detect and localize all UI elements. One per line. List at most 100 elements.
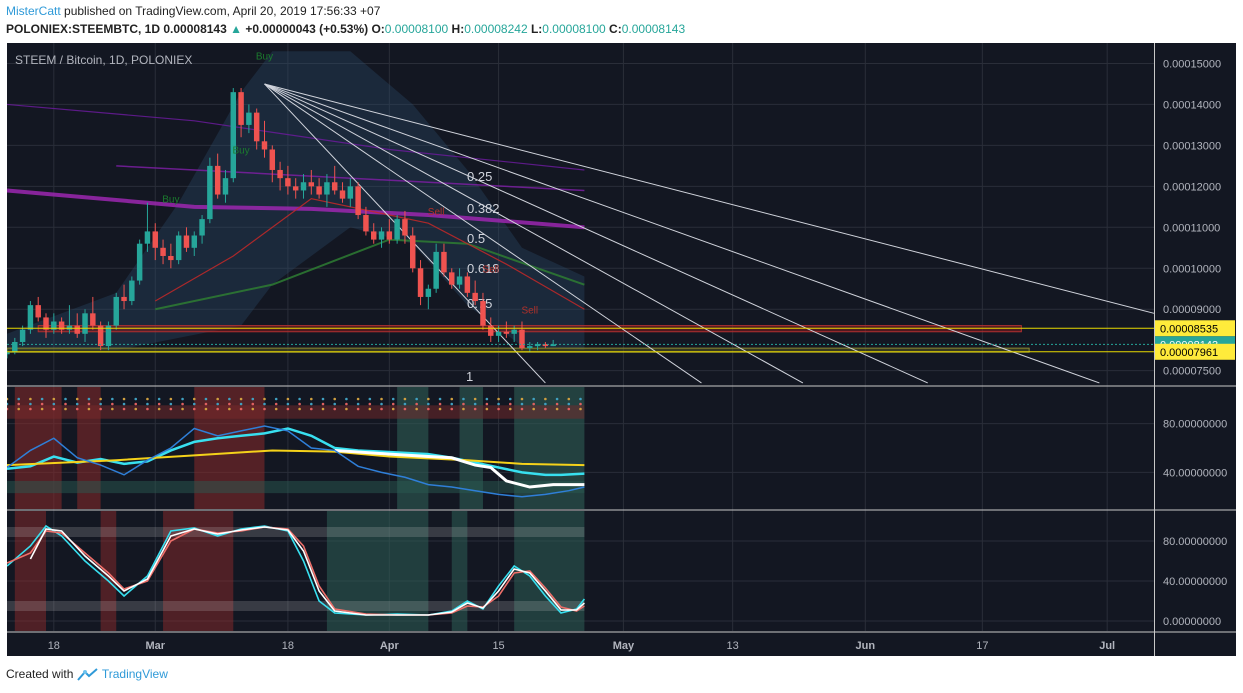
ind1-dot xyxy=(520,407,524,411)
ind1-dot xyxy=(298,402,301,406)
candle-body xyxy=(175,235,182,261)
ind1-dot xyxy=(169,397,173,401)
time-axis-tick: 18 xyxy=(48,640,60,652)
candle-body xyxy=(90,313,96,326)
candle-body xyxy=(261,141,268,150)
ind1-dot xyxy=(579,402,582,406)
ind1-dot xyxy=(87,397,91,401)
ind1-dot xyxy=(111,407,114,411)
candle-body xyxy=(464,276,471,293)
candle-body xyxy=(527,346,533,349)
price-axis-tick: 0.00013000 xyxy=(1163,140,1221,152)
ind1-dot xyxy=(122,397,126,401)
candle-body xyxy=(355,186,361,216)
ind1-dot xyxy=(462,397,465,401)
open-value: 0.00008100 xyxy=(384,22,449,36)
ind1-dot xyxy=(7,397,9,401)
ind1-dot xyxy=(333,402,337,406)
candle-body xyxy=(449,272,455,285)
candle-body xyxy=(347,186,354,199)
candle-body xyxy=(488,325,494,336)
candle-body xyxy=(269,149,276,170)
ind1-dot xyxy=(216,407,219,411)
candle-body xyxy=(277,169,283,179)
ind1-dot xyxy=(333,397,337,401)
ind1-dot xyxy=(415,407,418,411)
ind1-dot xyxy=(356,397,360,401)
candle-body xyxy=(410,235,416,269)
ind1-dot xyxy=(391,397,395,401)
price-tag: 0.00007961 xyxy=(1160,347,1218,359)
ind1-dot xyxy=(17,407,21,411)
candle-body xyxy=(43,317,49,330)
candle-body xyxy=(316,186,322,195)
candle-body xyxy=(519,329,525,349)
ind1-dot xyxy=(99,407,102,411)
ind1-dot xyxy=(64,402,67,406)
published-text: published on TradingView.com, April 20, … xyxy=(64,4,381,18)
price-axis-tick: 0.00014000 xyxy=(1163,99,1221,111)
fib-fan-label: 0.25 xyxy=(467,169,492,184)
ind2-red-line xyxy=(7,526,585,616)
candle-body xyxy=(207,165,213,220)
candle-body xyxy=(144,231,151,244)
ind1-dot xyxy=(391,407,395,411)
price-tag: 0.00008535 xyxy=(1160,323,1218,335)
candle-body xyxy=(534,344,541,347)
fib-fan-line xyxy=(264,83,1100,384)
candle-body xyxy=(19,329,26,342)
ind1-dot xyxy=(497,407,500,411)
ind1-dot xyxy=(450,397,454,401)
candle-body xyxy=(425,288,432,297)
tradingview-brand[interactable]: TradingView xyxy=(101,667,168,681)
ind1-dot xyxy=(368,402,372,406)
candle-body xyxy=(300,182,307,191)
created-with-text: Created with xyxy=(6,667,74,681)
candle-body xyxy=(550,344,556,347)
price-axis-tick: 0.00012000 xyxy=(1163,181,1221,193)
ind1-dot xyxy=(228,407,231,411)
candle-body xyxy=(113,296,119,326)
ind1-dot xyxy=(310,402,313,406)
price-change: +0.00000043 (+0.53%) xyxy=(245,22,369,36)
ind1-dot xyxy=(555,397,559,401)
publish-line: MisterCatt published on TradingView.com,… xyxy=(6,4,380,18)
fib-fan-label: 0.382 xyxy=(467,201,500,216)
candle-body xyxy=(160,247,166,256)
chart-svg[interactable]: 0.250.3820.50.6180.751BuyBuyBuySellSellS… xyxy=(7,43,1236,656)
ind1-dot xyxy=(111,402,114,406)
ind1-dot xyxy=(146,397,149,401)
ind1-dot xyxy=(146,402,149,406)
ind1-dot xyxy=(508,407,512,411)
ind1-dot xyxy=(87,407,91,411)
ind1-oversold-zone xyxy=(7,480,585,494)
candle-body xyxy=(238,92,244,125)
ind1-dot xyxy=(485,397,489,401)
ma-purple-top-line xyxy=(7,103,585,171)
candle-body xyxy=(402,219,408,236)
last-price: 0.00008143 xyxy=(163,22,227,36)
ind1-dot xyxy=(427,397,430,401)
ind2-red-band xyxy=(14,511,47,631)
ind1-dot xyxy=(263,402,266,406)
ind1-dot xyxy=(298,407,301,411)
candle-body xyxy=(253,112,260,142)
candle-body xyxy=(129,280,135,302)
ind1-dot xyxy=(544,397,547,401)
candle-body xyxy=(417,268,424,297)
signal-label-sell: Sell xyxy=(428,207,445,218)
ind1-dot xyxy=(368,397,372,401)
candle-body xyxy=(222,178,229,195)
candle-body xyxy=(152,231,158,248)
ind1-dot xyxy=(239,402,243,406)
candle-body xyxy=(97,325,104,347)
fib-fan-label: 1 xyxy=(466,369,473,384)
ind1-dot xyxy=(192,397,196,401)
candle-body xyxy=(433,251,439,289)
ind1-dot xyxy=(181,397,184,401)
author-link[interactable]: MisterCatt xyxy=(6,4,61,18)
chart-area[interactable]: 0.25 0.382 0.5 0.618 0.75 1 Buy Buy Buy Sell Sell S… xyxy=(7,43,1236,656)
candle-body xyxy=(542,344,549,347)
ind1-dot xyxy=(263,407,266,411)
ind1-dot xyxy=(391,402,395,406)
